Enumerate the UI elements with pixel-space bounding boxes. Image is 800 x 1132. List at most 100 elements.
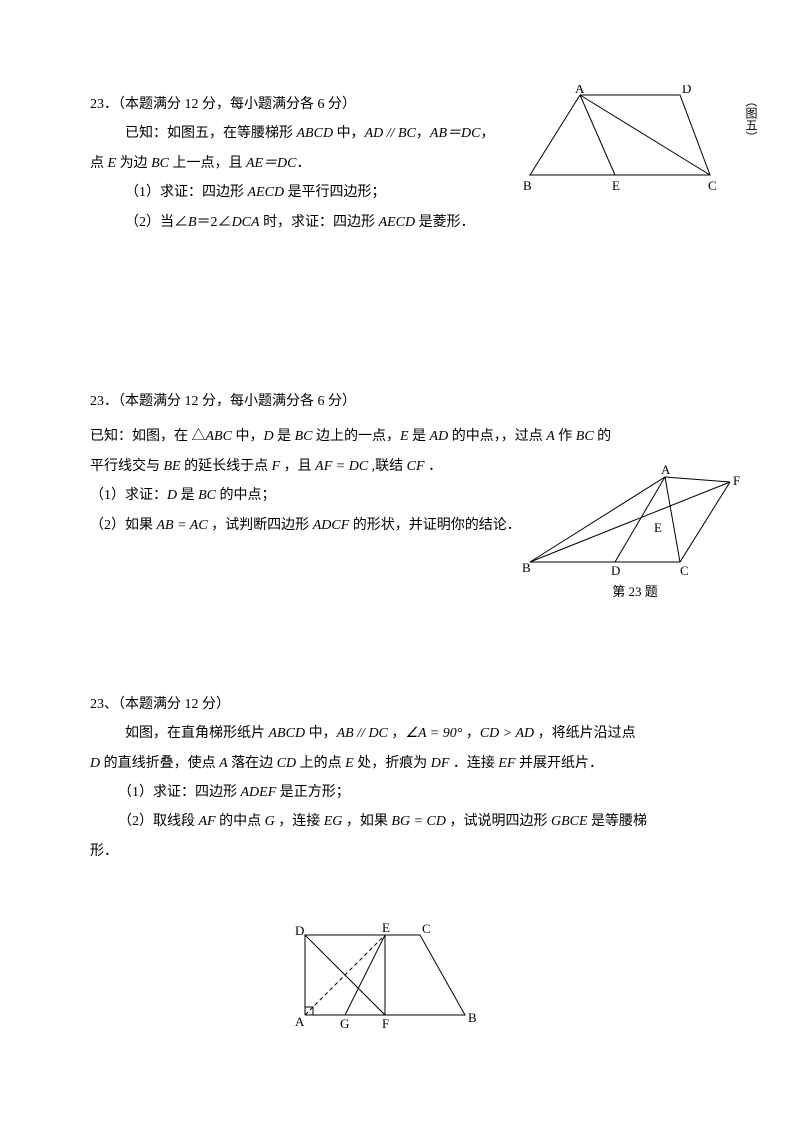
cf: CF (407, 459, 425, 474)
t: 的中点，，过点 (448, 429, 546, 444)
label-E: E (612, 178, 620, 193)
t: ， (388, 726, 406, 741)
t: ， (462, 726, 480, 741)
e: E (108, 156, 117, 171)
p2-header: （本题满分 12 分，每小题满分各 6 分） (118, 394, 356, 409)
t: 的形状，并证明你的结论． (349, 518, 521, 533)
p2-num: 23． (90, 394, 118, 409)
adef: ADEF (241, 785, 277, 800)
t: 的直线折叠，使点 (100, 756, 219, 771)
t: 时，求证：四边形 (260, 215, 379, 230)
label-D: D (611, 563, 620, 577)
t: 中， (232, 429, 264, 444)
t: 是 (177, 488, 198, 503)
ef: EF (498, 756, 515, 771)
p1-header: （本题满分 12 分，每小题满分各 6 分） (118, 97, 356, 112)
t: ，试说明四边形 (446, 814, 551, 829)
cd: CD (277, 756, 296, 771)
abcd: ABCD (297, 126, 334, 141)
t: 上的点 (296, 756, 345, 771)
bc: BC (151, 156, 169, 171)
t: ， (416, 126, 430, 141)
t: 是 (274, 429, 295, 444)
g: G (265, 814, 275, 829)
label-G: G (340, 1016, 349, 1031)
t: 已知：如图五，在等腰梯形 (125, 126, 297, 141)
d2: D (167, 488, 177, 503)
p1-num: 23． (90, 97, 118, 112)
e: E (345, 756, 354, 771)
label-A: A (295, 1014, 305, 1029)
t: （1）求证： (90, 488, 167, 503)
bc3: BC (198, 488, 216, 503)
t: ，试判断四边形 (208, 518, 313, 533)
abac: AB = AC (157, 518, 208, 533)
p2-line1: 已知：如图，在 △ABC 中，D 是 BC 边上的一点，E 是 AD 的中点，，… (90, 422, 710, 451)
abcd: ABCD (269, 726, 306, 741)
a: A (546, 429, 555, 444)
p1-side-label: （图五） (743, 95, 760, 143)
a: A (219, 756, 228, 771)
d: D (90, 756, 100, 771)
adbc: AD // BC (365, 126, 416, 141)
t: 是平行四边形； (284, 185, 386, 200)
t: ．连接 (449, 756, 498, 771)
page: 23．（本题满分 12 分，每小题满分各 6 分） 已知：如图五，在等腰梯形 A… (0, 0, 800, 866)
t: 平行线交与 (90, 459, 164, 474)
p3-header: （本题满分 12 分） (118, 697, 230, 712)
dca: DCA (232, 215, 260, 230)
problem-3: 23、（本题满分 12 分） 如图，在直角梯形纸片 ABCD 中，AB // D… (90, 690, 710, 866)
abc: ABC (206, 429, 232, 444)
adcf: ADCF (313, 518, 350, 533)
p2-caption: 第 23 题 (520, 581, 750, 600)
p2-figure: A F B D C E 第 23 题 (520, 462, 750, 600)
t: ，且 (280, 459, 315, 474)
p3-header-line: 23、（本题满分 12 分） (90, 690, 710, 719)
label-D: D (295, 923, 304, 938)
label-B: B (468, 1010, 477, 1025)
t: 作 (555, 429, 576, 444)
eg: EG (324, 814, 343, 829)
be: BE (164, 459, 181, 474)
label-B: B (523, 178, 532, 193)
t: 是 (409, 429, 430, 444)
abdc: AB // DC (337, 726, 388, 741)
t: ， (480, 126, 494, 141)
p2-header-line: 23．（本题满分 12 分，每小题满分各 6 分） (90, 387, 710, 416)
t: ,联结 (368, 459, 407, 474)
t: ． (425, 459, 443, 474)
label-C: C (422, 921, 431, 936)
label-D: D (682, 85, 691, 96)
bc: BC (295, 429, 313, 444)
label-C: C (708, 178, 717, 193)
ad: AD (430, 429, 449, 444)
label-C: C (680, 563, 689, 577)
p3-q3: 形． (90, 837, 710, 866)
label-E: E (654, 520, 662, 535)
t: 是等腰梯 (588, 814, 648, 829)
f: F (272, 459, 281, 474)
label-B: B (522, 560, 531, 575)
cdad: CD > AD (480, 726, 534, 741)
t: 处，折痕为 (354, 756, 431, 771)
trapezoid-diagram: A D B E C (520, 85, 740, 195)
label-F: F (733, 473, 740, 488)
t: 并展开纸片． (515, 756, 603, 771)
p3-num: 23、 (90, 697, 118, 712)
t: （1）求证：四边形 (125, 185, 248, 200)
t: 落在边 (228, 756, 277, 771)
t: 中， (333, 126, 365, 141)
t: 已知：如图，在 △ (90, 429, 206, 444)
t: 的 (594, 429, 612, 444)
df: DF (431, 756, 450, 771)
fold-diagram: D E C A B G F (290, 920, 485, 1035)
triangle-diagram: A F B D C E (520, 462, 750, 577)
t: 点 (90, 156, 108, 171)
label-A: A (575, 85, 585, 96)
p3-q2: （2）取线段 AF 的中点 G ，连接 EG ，如果 BG = CD ，试说明四… (90, 807, 710, 836)
p3-line1: 如图，在直角梯形纸片 ABCD 中，AB // DC ，∠A = 90° ，CD… (90, 719, 710, 748)
t: 的中点 (216, 814, 265, 829)
label-F: F (382, 1016, 389, 1031)
t: 的中点； (216, 488, 276, 503)
b: B (188, 215, 197, 230)
